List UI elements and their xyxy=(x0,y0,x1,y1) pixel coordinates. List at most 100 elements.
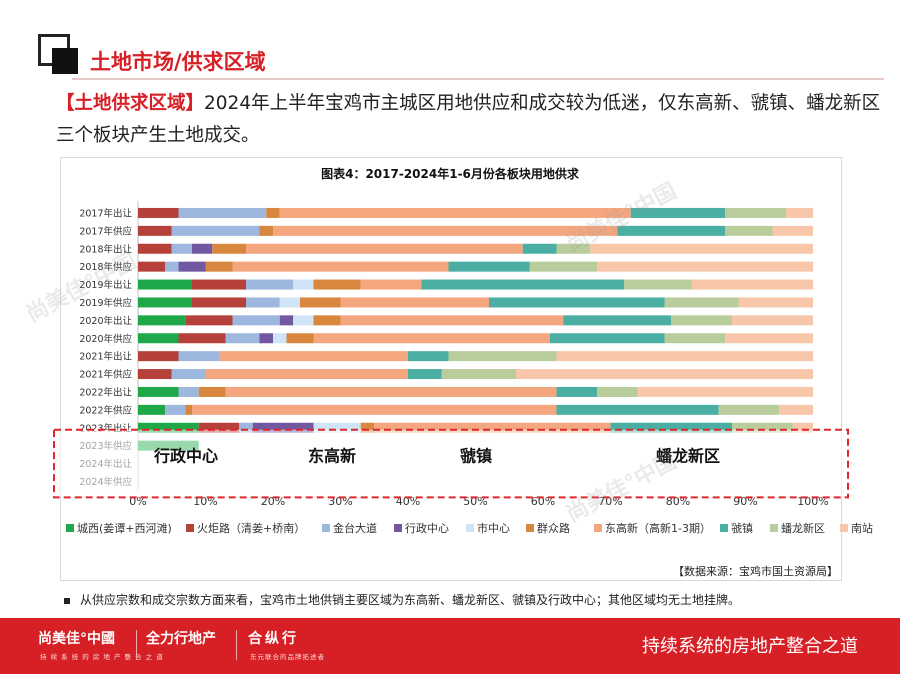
bar-segment xyxy=(252,422,314,433)
bar-segment xyxy=(205,369,408,380)
bar-segment xyxy=(138,333,179,344)
bar-segment xyxy=(448,261,530,272)
bar-segment xyxy=(138,297,192,308)
legend-entry: 南站 xyxy=(851,521,873,535)
bar-segment xyxy=(138,243,172,254)
note-text: 从供应宗数和成交宗数方面来看，宝鸡市土地供销主要区域为东高新、蟠龙新区、虢镇及行… xyxy=(80,593,741,607)
bar-segment xyxy=(171,369,206,380)
intro-tag: 【土地供求区域】 xyxy=(56,93,205,114)
footer-bar: 尚美佳°中國 持 续 系 统 的 房 地 产 整 合 之 道 全力行地产 合纵行… xyxy=(0,618,900,674)
bar-segment xyxy=(374,422,611,433)
footer-brand-tagline: 持 续 系 统 的 房 地 产 整 合 之 道 xyxy=(40,653,164,661)
data-source: 【数据来源：宝鸡市国土资源局】 xyxy=(673,565,838,578)
bar-segment xyxy=(185,404,192,415)
bar-segment xyxy=(340,315,564,326)
bar-segment xyxy=(192,404,557,415)
bar-segment xyxy=(185,315,233,326)
highlight-label: 东高新 xyxy=(308,447,356,466)
bar-segment xyxy=(563,315,672,326)
legend-swatch xyxy=(720,524,728,532)
footer-separator xyxy=(136,630,137,660)
bar-segment xyxy=(192,297,246,308)
legend-entry: 虢镇 xyxy=(731,521,753,535)
legend-swatch xyxy=(770,524,778,532)
legend-swatch xyxy=(526,524,534,532)
bar-segment xyxy=(192,243,213,254)
bar-segment xyxy=(246,243,523,254)
legend-swatch xyxy=(66,524,74,532)
legend-swatch xyxy=(322,524,330,532)
bar-segment xyxy=(441,369,516,380)
category-label: 2019年供应 xyxy=(79,297,132,309)
bar-segment xyxy=(232,261,449,272)
bar-segment xyxy=(279,207,631,218)
bar-segment xyxy=(408,351,449,362)
bar-segment xyxy=(556,243,591,254)
bar-segment xyxy=(286,333,314,344)
bar-segment xyxy=(198,422,240,433)
footer-brand-shangmeijia: 尚美佳°中國 xyxy=(38,631,115,647)
category-label: 2018年供应 xyxy=(79,261,132,273)
bar-segment xyxy=(279,297,300,308)
bar-segment xyxy=(725,333,813,344)
bar-segment xyxy=(138,369,172,380)
legend-entry: 火炬路（清姜+桥南） xyxy=(197,521,305,535)
bar-segment xyxy=(529,261,597,272)
bar-segment xyxy=(718,404,780,415)
category-label: 2022年出让 xyxy=(79,386,132,398)
bar-segment xyxy=(779,404,813,415)
legend-entry: 市中心 xyxy=(477,521,510,535)
bullet-note: 从供应宗数和成交宗数方面来看，宝鸡市土地供销主要区域为东高新、蟠龙新区、虢镇及行… xyxy=(64,591,740,608)
bar-segment xyxy=(138,279,192,290)
category-label: 2021年出让 xyxy=(79,351,132,363)
category-label: 2017年出让 xyxy=(79,207,132,219)
footer-slogan: 持续系统的房地产整合之道 xyxy=(642,636,858,657)
bar-segment xyxy=(178,207,267,218)
category-label: 2022年供应 xyxy=(79,404,132,416)
bar-segment xyxy=(273,333,287,344)
category-label: 2021年供应 xyxy=(79,369,132,381)
legend-entry: 城西(姜谭+西河滩) xyxy=(77,521,172,535)
category-label: 2017年供应 xyxy=(79,225,132,237)
bar-segment xyxy=(792,422,813,433)
bar-segment xyxy=(293,315,314,326)
category-label: 2018年出让 xyxy=(79,243,132,255)
page-title: 土地市场/供求区域 xyxy=(90,50,266,74)
bar-segment xyxy=(246,297,280,308)
bar-segment xyxy=(725,225,773,236)
bar-segment xyxy=(725,207,786,218)
x-tick-label: 40% xyxy=(396,495,420,508)
legend-entry: 蟠龙新区 xyxy=(781,521,825,535)
footer-separator xyxy=(236,630,237,660)
category-label: 2019年出让 xyxy=(79,279,132,291)
bar-segment xyxy=(624,279,692,290)
bar-segment xyxy=(786,207,813,218)
bar-segment xyxy=(313,315,341,326)
legend-swatch xyxy=(186,524,194,532)
legend-entry: 金台大道 xyxy=(333,521,377,535)
intro-paragraph: 【土地供求区域】2024年上半年宝鸡市主城区用地供应和成交较为低迷，仅东高新、虢… xyxy=(56,88,886,152)
bar-segment xyxy=(664,333,726,344)
bar-segment xyxy=(610,422,732,433)
bar-segment xyxy=(178,333,226,344)
highlight-label: 虢镇 xyxy=(460,447,492,466)
bar-segment xyxy=(171,243,192,254)
footer-brand-hezongxing: 合纵行 xyxy=(248,631,299,647)
bar-segment xyxy=(178,351,219,362)
legend-swatch xyxy=(594,524,602,532)
bar-segment xyxy=(165,404,186,415)
bar-segment xyxy=(549,333,665,344)
bar-segment xyxy=(691,279,813,290)
bar-segment xyxy=(138,225,172,236)
bar-segment xyxy=(489,297,665,308)
bar-segment xyxy=(138,404,165,415)
chart-title: 图表4：2017-2024年1-6月份各板块用地供求 xyxy=(321,167,579,181)
bullet-square-icon xyxy=(64,597,70,604)
bar-segment xyxy=(225,333,260,344)
legend-swatch xyxy=(466,524,474,532)
bar-segment xyxy=(293,279,314,290)
highlight-label: 蟠龙新区 xyxy=(656,447,720,466)
x-tick-label: 50% xyxy=(463,495,487,508)
bar-segment xyxy=(408,369,442,380)
bar-segment xyxy=(630,207,726,218)
